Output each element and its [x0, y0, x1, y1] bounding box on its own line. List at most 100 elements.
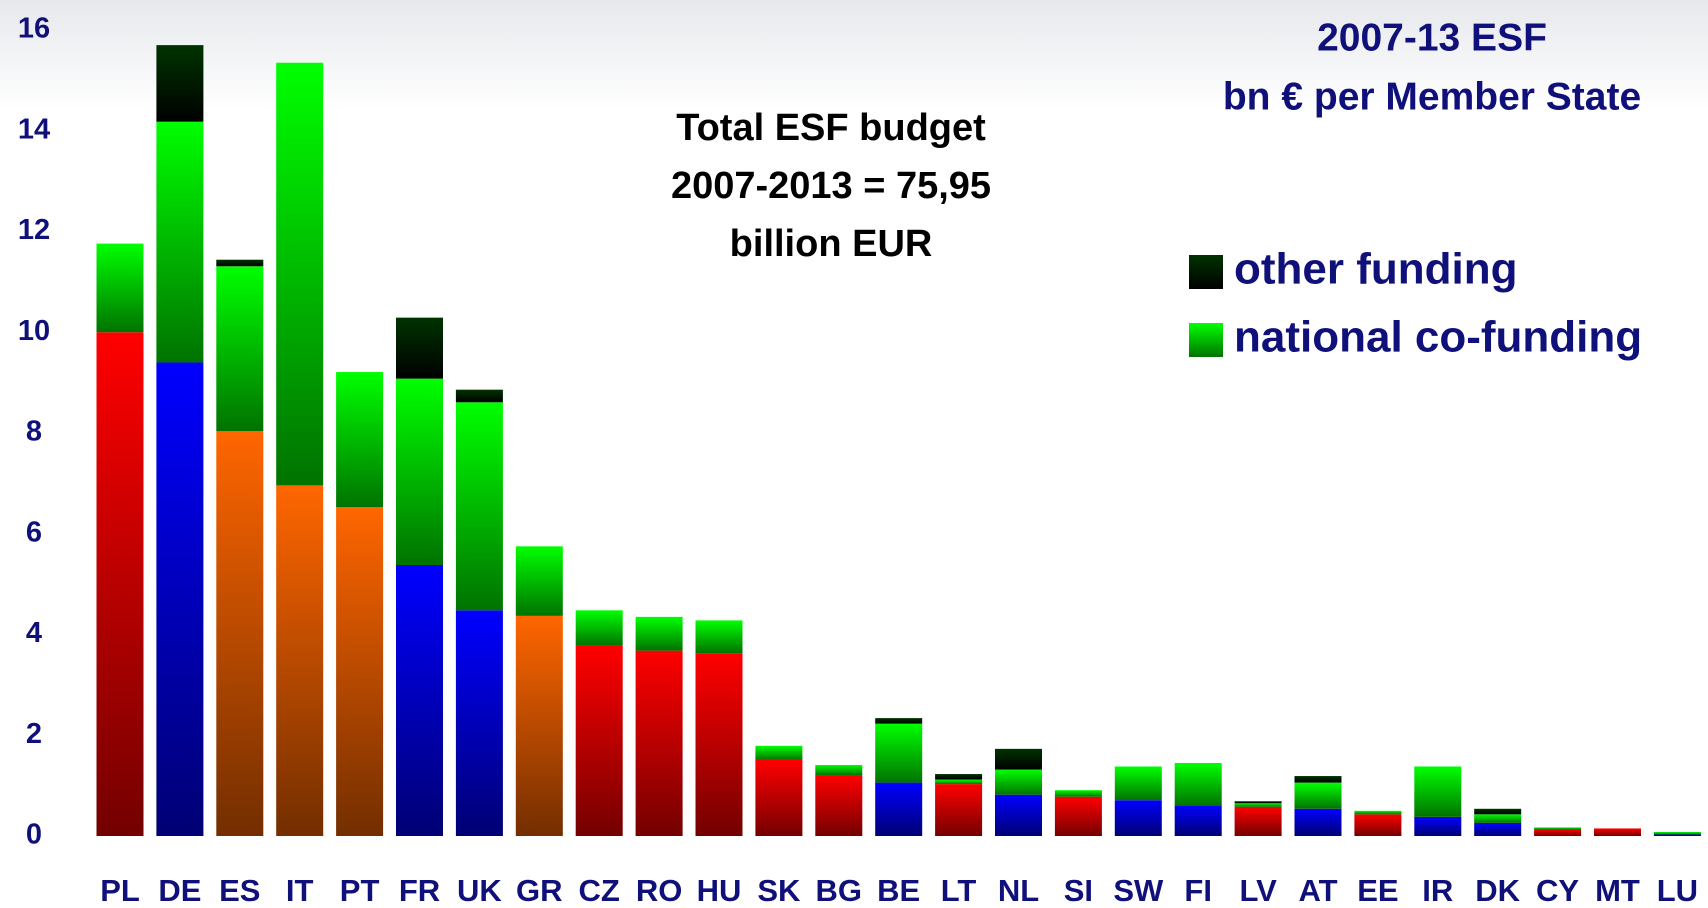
bar-segment	[1174, 762, 1222, 806]
bar-segment	[156, 121, 204, 363]
x-tick-label: AT	[1298, 873, 1337, 908]
x-tick-label: LV	[1239, 873, 1277, 908]
bar-segment	[815, 764, 863, 776]
bar-segment	[1653, 831, 1701, 835]
bar-segment	[755, 759, 803, 836]
bar-segment	[156, 45, 204, 122]
bar-segment	[695, 653, 743, 836]
bar-segment	[216, 430, 264, 836]
legend-item: national co-funding	[1189, 313, 1642, 362]
y-tick-label: 14	[18, 113, 50, 145]
y-tick-label: 8	[26, 416, 42, 448]
bar-segment	[1234, 803, 1282, 807]
bar-segment	[1534, 829, 1582, 836]
legend-label: national co-funding	[1234, 313, 1642, 362]
bar-segment	[575, 645, 623, 836]
legend-label: other funding	[1234, 245, 1518, 294]
x-tick-label: EE	[1357, 873, 1398, 908]
annotation: billion EUR	[730, 223, 933, 265]
legend-item: other funding	[1189, 245, 1518, 294]
x-tick-label: DK	[1475, 873, 1520, 908]
x-tick-label: MT	[1595, 873, 1640, 908]
bar-segment	[1354, 810, 1402, 815]
bar-segment	[1054, 790, 1102, 797]
bar-segment	[935, 784, 983, 836]
x-tick-label: IT	[286, 873, 314, 908]
annotation: Total ESF budget	[676, 107, 986, 149]
legend-swatch	[1189, 255, 1223, 289]
bar-segment	[96, 243, 144, 333]
y-tick-label: 16	[18, 13, 50, 45]
bar-segment	[455, 389, 503, 403]
bar-segment	[1114, 766, 1162, 801]
bar-segment	[995, 769, 1042, 795]
x-tick-label: DE	[158, 873, 201, 908]
bar-segment	[1414, 816, 1462, 836]
bar-segment	[935, 779, 983, 785]
x-tick-label: BG	[816, 873, 863, 908]
bar-segment	[635, 616, 683, 651]
y-tick-label: 4	[26, 617, 42, 649]
bar-segment	[1114, 800, 1162, 836]
chart-title: bn € per Member State	[1223, 75, 1641, 118]
bar-segment	[1174, 805, 1222, 836]
bar-segment	[1594, 828, 1641, 836]
bar-segment	[1474, 808, 1522, 815]
bar-segment	[336, 507, 384, 836]
x-tick-label: ES	[219, 873, 260, 908]
x-tick-label: LU	[1657, 873, 1698, 908]
legend-swatch	[1189, 323, 1223, 357]
bar-segment	[396, 378, 443, 565]
bar-segment	[216, 266, 264, 431]
x-tick-label: PT	[340, 873, 380, 908]
bar-segment	[875, 718, 923, 724]
x-tick-label: BE	[877, 873, 920, 908]
bar-segment	[216, 259, 264, 267]
bar-segment	[1294, 782, 1342, 809]
y-tick-label: 2	[26, 718, 42, 750]
bar-segment	[515, 615, 563, 836]
x-tick-label: FR	[399, 873, 440, 908]
bar-segment	[455, 610, 503, 836]
bar-segment	[875, 782, 923, 836]
x-tick-label: SI	[1064, 873, 1093, 908]
bar-segment	[96, 332, 144, 836]
x-tick-label: PL	[100, 873, 140, 908]
x-tick-label: NL	[998, 873, 1039, 908]
bar-segment	[635, 650, 683, 836]
bar-segment	[1414, 766, 1462, 817]
bar-segment	[1294, 808, 1342, 836]
x-tick-label: LT	[941, 873, 977, 908]
x-tick-label: UK	[457, 873, 502, 908]
bar-segment	[396, 564, 443, 836]
bar-segment	[1474, 814, 1522, 823]
bar-segment	[695, 620, 743, 654]
x-tick-label: CY	[1536, 873, 1579, 908]
bar-segment	[875, 723, 923, 783]
chart-title: 2007-13 ESF	[1317, 16, 1547, 59]
bar-segment	[1534, 827, 1582, 830]
bar-segment	[515, 546, 563, 616]
bar-segment	[935, 774, 983, 780]
bar-segment	[276, 485, 324, 836]
bar-segment	[995, 748, 1042, 770]
bar-segment	[396, 317, 443, 379]
bar-segment	[1294, 776, 1342, 783]
x-tick-label: HU	[697, 873, 742, 908]
annotation: 2007-2013 = 75,95	[671, 165, 991, 207]
bar-segment	[1653, 834, 1701, 836]
x-tick-label: FI	[1184, 873, 1212, 908]
bar-segment	[1234, 806, 1282, 836]
x-tick-label: SK	[757, 873, 801, 908]
bar-segment	[156, 362, 204, 836]
bar-segment	[995, 794, 1042, 836]
y-tick-label: 6	[26, 516, 42, 548]
x-tick-label: SW	[1113, 873, 1164, 908]
x-tick-label: RO	[636, 873, 683, 908]
bar-segment	[1474, 822, 1522, 836]
bar-segment	[1354, 814, 1402, 836]
x-tick-label: IR	[1422, 873, 1453, 908]
y-tick-label: 10	[18, 315, 50, 347]
x-tick-label: GR	[516, 873, 563, 908]
